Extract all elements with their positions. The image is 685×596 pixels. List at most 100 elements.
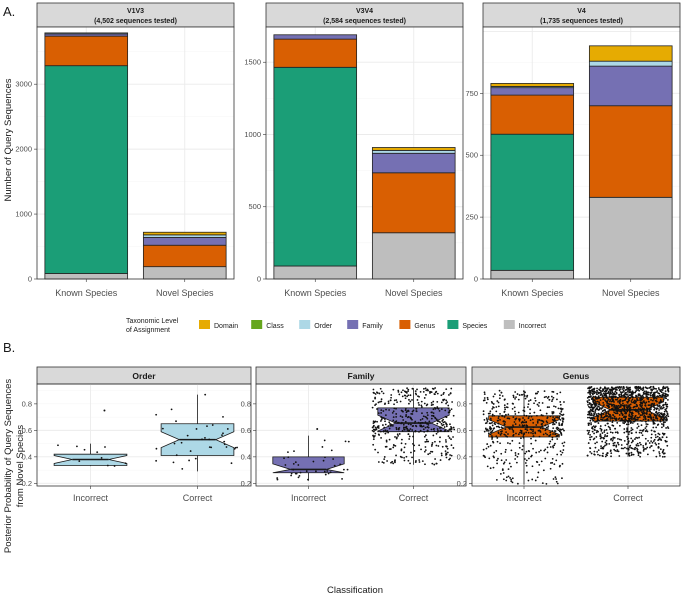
data-point — [628, 394, 631, 397]
data-point — [645, 391, 648, 394]
data-point — [508, 427, 510, 429]
data-point — [417, 421, 420, 424]
data-point — [396, 422, 399, 424]
data-point — [612, 414, 615, 417]
data-point — [386, 460, 388, 462]
data-point — [555, 480, 558, 483]
data-point — [638, 387, 641, 390]
data-point — [427, 389, 429, 392]
data-point — [489, 431, 492, 434]
data-point — [628, 414, 630, 417]
data-point — [374, 434, 376, 437]
data-point — [616, 449, 619, 451]
data-point — [652, 421, 655, 424]
data-point — [657, 423, 660, 426]
data-point — [613, 405, 615, 408]
data-point — [586, 454, 589, 457]
data-point — [408, 429, 411, 432]
data-point — [637, 385, 640, 388]
data-point — [614, 395, 617, 398]
data-point — [299, 471, 302, 474]
data-point — [406, 427, 409, 430]
x-category-label: Correct — [399, 493, 429, 503]
data-point — [627, 453, 630, 456]
data-point — [551, 458, 554, 460]
panel-a-facet-v4: V4(1,735 sequences tested)0250500750Know… — [465, 2, 681, 298]
data-point — [586, 397, 589, 399]
data-point — [553, 463, 556, 466]
data-point — [626, 435, 629, 438]
data-point — [173, 442, 176, 445]
data-point — [647, 404, 650, 407]
data-point — [392, 446, 395, 449]
data-point — [451, 401, 454, 403]
data-point — [230, 462, 233, 465]
data-point — [380, 398, 383, 401]
data-point — [605, 443, 608, 446]
data-point — [449, 457, 451, 460]
data-point — [587, 391, 590, 394]
x-category-label: Incorrect — [291, 493, 327, 503]
data-point — [326, 470, 329, 472]
data-point — [425, 389, 428, 392]
data-point — [653, 430, 656, 433]
data-point — [638, 412, 640, 415]
data-point — [526, 426, 528, 429]
data-point — [629, 444, 632, 447]
data-point — [545, 395, 547, 398]
data-point — [640, 397, 643, 400]
data-point — [519, 431, 521, 434]
data-point — [596, 417, 599, 419]
data-point — [536, 414, 538, 417]
data-point — [510, 465, 512, 468]
data-point — [514, 418, 517, 421]
data-point — [491, 421, 493, 424]
data-point — [538, 401, 541, 404]
data-point — [639, 429, 642, 432]
data-point — [416, 399, 419, 401]
data-point — [598, 454, 601, 457]
data-point — [624, 446, 626, 449]
data-point — [538, 429, 541, 432]
data-point — [155, 413, 158, 416]
data-point — [374, 426, 377, 429]
data-point — [495, 410, 498, 413]
data-point — [662, 387, 665, 390]
data-point — [625, 406, 628, 409]
x-category-label: Novel Species — [156, 288, 214, 298]
data-point — [482, 399, 485, 402]
data-point — [641, 434, 644, 437]
data-point — [616, 432, 619, 434]
bar-segment-incorrect — [490, 269, 575, 280]
data-point — [656, 395, 659, 398]
data-point — [651, 389, 654, 392]
data-point — [592, 425, 595, 427]
data-point — [542, 469, 545, 472]
data-point — [440, 452, 443, 455]
data-point — [589, 419, 592, 422]
data-point — [402, 423, 405, 426]
data-point — [666, 389, 669, 391]
data-point — [593, 390, 596, 393]
data-point — [435, 432, 438, 435]
x-category-label: Novel Species — [385, 288, 443, 298]
data-point — [603, 394, 606, 397]
data-point — [393, 444, 395, 447]
data-point — [613, 444, 616, 447]
facet-strip — [36, 2, 235, 28]
data-point — [639, 409, 642, 412]
data-point — [655, 387, 658, 390]
bar-segment-family — [588, 65, 673, 107]
data-point — [630, 437, 633, 440]
data-point — [443, 426, 446, 428]
data-point — [323, 470, 326, 473]
data-point — [659, 415, 662, 418]
data-point — [642, 387, 644, 390]
data-point — [439, 421, 441, 424]
data-point — [161, 427, 164, 430]
data-point — [76, 445, 78, 448]
data-point — [430, 428, 433, 431]
legend-incorrect-swatch — [503, 320, 515, 329]
data-point — [594, 429, 596, 431]
data-point — [395, 413, 398, 415]
